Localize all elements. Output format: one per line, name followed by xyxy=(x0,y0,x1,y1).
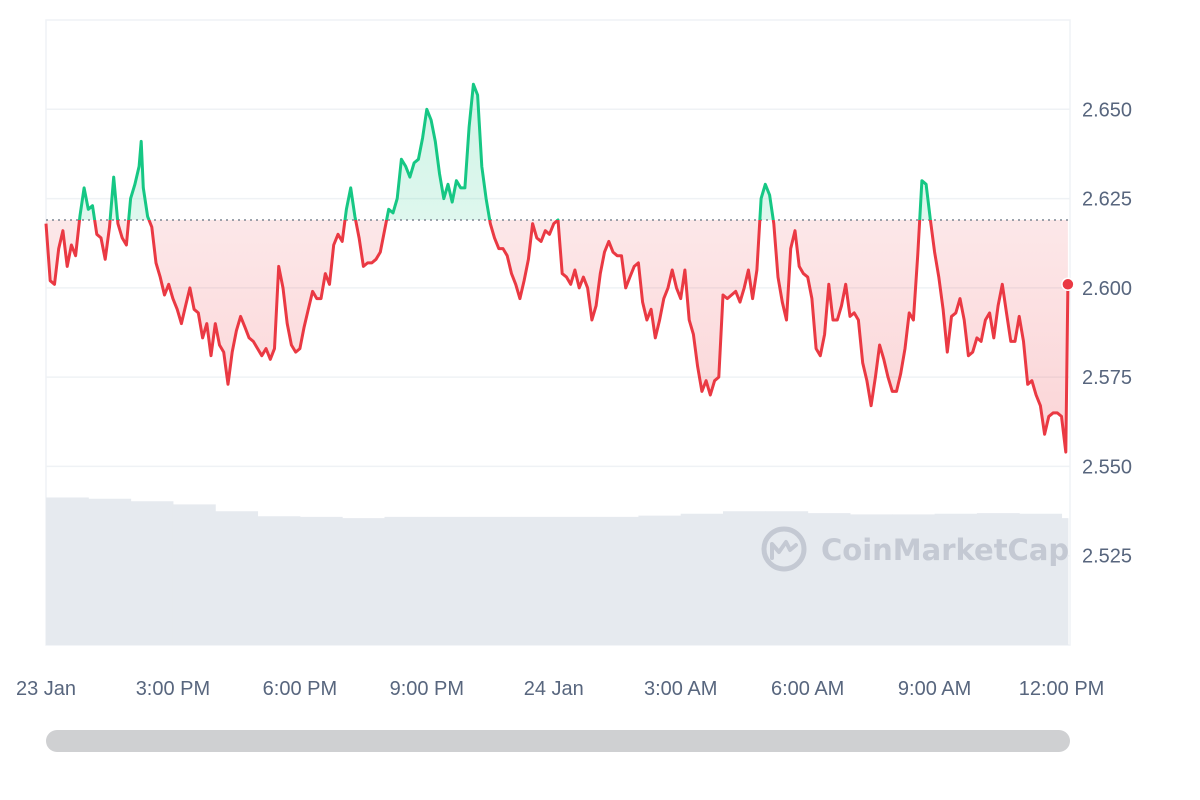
volume-bar xyxy=(215,511,259,645)
area-below-baseline xyxy=(46,220,1068,453)
volume-bar xyxy=(469,516,512,645)
volume-bar xyxy=(976,513,1020,645)
volume-bar xyxy=(680,513,724,645)
x-axis-labels: 23 Jan 3:00 PM 6:00 PM 9:00 PM 24 Jan 3:00 AM… xyxy=(16,678,1104,700)
volume-bar xyxy=(299,516,343,645)
volume-bar xyxy=(723,511,766,645)
last-price-marker xyxy=(1061,277,1075,292)
volume-bar xyxy=(257,516,301,645)
volume-bar xyxy=(342,518,386,645)
watermark: CoinMarketCap xyxy=(761,526,1069,572)
y-tick-label: 2.525 xyxy=(1082,546,1132,568)
volume-bar xyxy=(892,514,936,645)
last-price-dot xyxy=(1061,277,1075,292)
x-tick-label: 3:00 PM xyxy=(136,678,210,700)
watermark-text: CoinMarketCap xyxy=(821,533,1069,567)
volume-bar xyxy=(1061,518,1069,645)
volume-bar xyxy=(88,498,132,645)
volume-bar xyxy=(172,504,216,645)
x-tick-label: 9:00 AM xyxy=(898,678,971,700)
price-areas xyxy=(46,84,1068,453)
volume-bar xyxy=(553,516,597,645)
y-tick-label: 2.550 xyxy=(1082,456,1132,478)
price-lines xyxy=(44,82,1070,454)
y-tick-label: 2.575 xyxy=(1082,367,1132,389)
volume-bar xyxy=(1019,513,1063,645)
price-line-down xyxy=(44,220,1070,454)
volume-bar xyxy=(384,516,428,645)
y-tick-label: 2.650 xyxy=(1082,99,1132,121)
chart-range-scrollbar[interactable] xyxy=(46,730,1070,752)
x-tick-label: 3:00 AM xyxy=(644,678,717,700)
volume-bar xyxy=(130,501,174,645)
volume-bar xyxy=(807,513,851,645)
x-tick-label: 9:00 PM xyxy=(390,678,464,700)
x-tick-label: 6:00 AM xyxy=(771,678,844,700)
volume-bar xyxy=(46,497,89,645)
x-tick-label: 12:00 PM xyxy=(1019,678,1105,700)
volume-bar xyxy=(638,515,682,645)
y-tick-label: 2.600 xyxy=(1082,278,1132,300)
gridlines xyxy=(46,108,1070,557)
y-axis-labels: 2.525 2.550 2.575 2.600 2.625 2.650 xyxy=(1082,99,1132,567)
x-tick-label: 6:00 PM xyxy=(263,678,337,700)
volume-bars xyxy=(46,497,1069,645)
volume-bar xyxy=(596,516,639,645)
volume-bar xyxy=(511,516,555,645)
volume-bar xyxy=(934,513,978,645)
volume-bar xyxy=(849,514,893,645)
x-tick-label: 23 Jan xyxy=(16,678,76,700)
x-tick-label: 24 Jan xyxy=(524,678,584,700)
coinmarketcap-logo-icon xyxy=(761,526,807,572)
y-tick-label: 2.625 xyxy=(1082,189,1132,211)
volume-bar xyxy=(426,516,470,645)
